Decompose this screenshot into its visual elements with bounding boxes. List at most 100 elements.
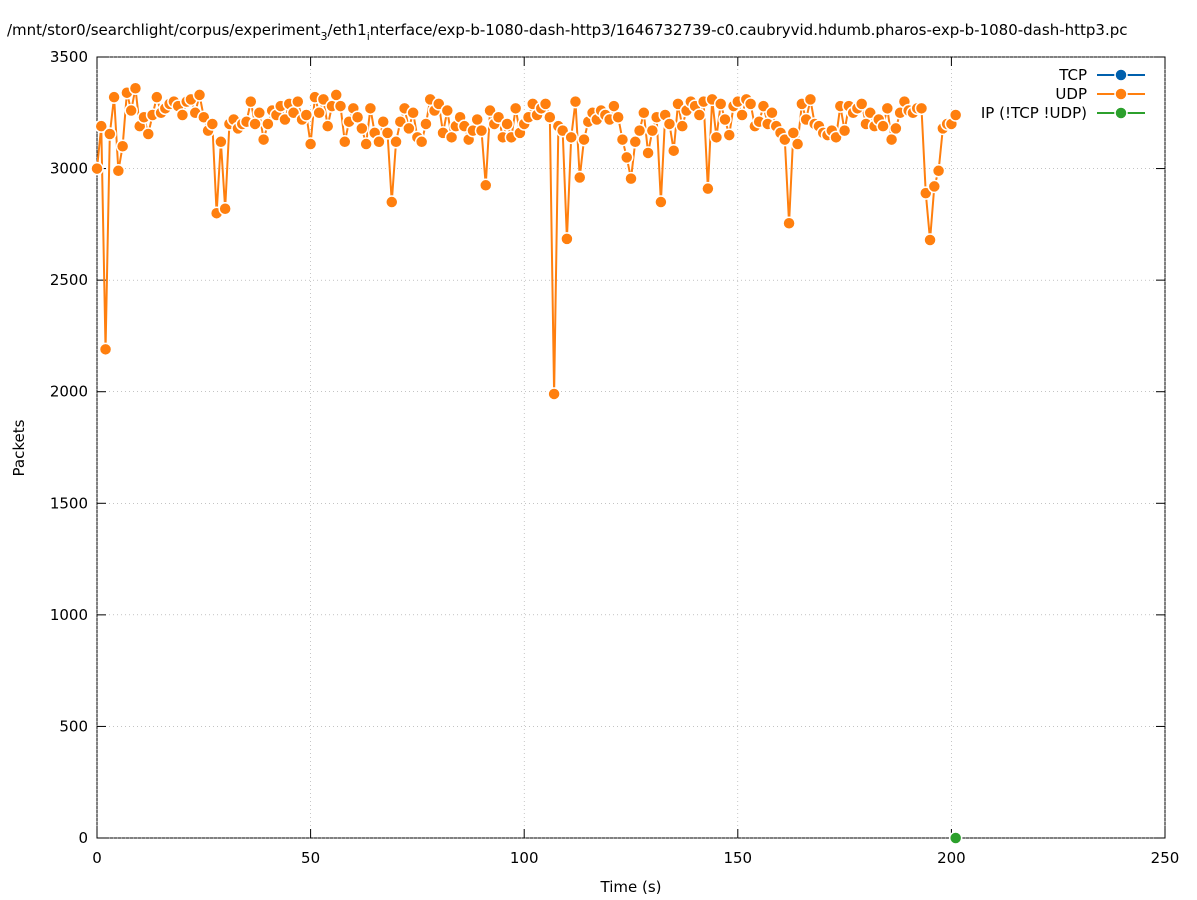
data-point: [654, 195, 668, 209]
data-point: [713, 97, 728, 111]
data-point: [363, 101, 378, 116]
data-point: [372, 135, 386, 149]
data-point: [607, 99, 621, 113]
data-point: [666, 143, 681, 158]
chart-title: /mnt/stor0/searchlight/corpus/experiment…: [7, 21, 1127, 43]
data-point: [889, 121, 903, 136]
data-point: [619, 150, 634, 165]
data-point: [192, 88, 207, 102]
legend-marker: [1114, 87, 1128, 101]
data-point: [359, 137, 373, 151]
data-point: [94, 119, 109, 133]
data-point: [256, 132, 271, 147]
data-point: [474, 123, 489, 138]
data-point: [718, 112, 732, 127]
legend-marker: [1114, 106, 1128, 120]
data-point: [338, 135, 352, 149]
data-point: [692, 108, 707, 122]
y-tick-label: 2000: [50, 383, 88, 401]
data-point: [355, 121, 369, 136]
data-point: [150, 90, 164, 104]
legend-marker: [1114, 68, 1128, 82]
y-tick-label: 3000: [50, 160, 88, 178]
title-part: /eth1: [328, 21, 367, 39]
y-tick-label: 3500: [50, 48, 88, 66]
data-point: [880, 101, 895, 116]
data-point: [380, 126, 395, 140]
data-point: [320, 119, 335, 133]
data-point: [103, 127, 117, 141]
data-point: [641, 146, 655, 160]
data-point: [261, 117, 275, 131]
title-part: i: [367, 30, 370, 43]
data-point: [876, 119, 890, 133]
data-point: [572, 170, 587, 185]
data-point: [675, 119, 690, 133]
data-point: [385, 195, 399, 209]
data-point: [444, 130, 459, 145]
data-point: [111, 164, 126, 178]
y-tick-label: 1500: [50, 494, 88, 512]
data-point: [564, 130, 578, 145]
data-point: [376, 114, 390, 129]
y-tick-label: 1000: [50, 606, 88, 624]
data-point: [560, 232, 574, 246]
data-point: [637, 106, 651, 120]
data-point: [624, 171, 638, 186]
x-tick-label: 250: [1151, 849, 1180, 867]
data-point: [611, 110, 625, 124]
x-axis-label: Time (s): [600, 878, 662, 896]
x-tick-label: 50: [301, 849, 320, 867]
data-point: [743, 97, 758, 111]
data-point: [568, 94, 583, 109]
data-point: [543, 110, 557, 124]
data-point: [645, 123, 660, 138]
data-point: [577, 132, 591, 147]
data-point: [214, 135, 228, 149]
data-point: [615, 132, 630, 147]
data-point: [252, 106, 267, 120]
data-point: [244, 94, 258, 109]
data-point: [470, 112, 484, 127]
data-point: [931, 164, 946, 178]
data-point: [124, 103, 138, 118]
data-point: [205, 117, 220, 131]
y-tick-label: 2500: [50, 271, 88, 289]
data-point: [923, 233, 937, 247]
x-tick-label: 0: [92, 849, 102, 867]
data-point: [500, 117, 514, 131]
data-point: [632, 123, 647, 138]
data-point: [914, 101, 929, 116]
data-point: [115, 139, 130, 154]
data-point: [107, 90, 121, 104]
data-point: [803, 92, 818, 107]
data-point: [508, 101, 523, 116]
data-point: [854, 97, 869, 111]
data-point: [248, 117, 262, 131]
data-point: [547, 387, 561, 401]
data-point: [389, 135, 403, 149]
data-point: [662, 117, 677, 131]
data-point: [414, 135, 429, 149]
data-point: [538, 97, 553, 111]
data-point: [218, 201, 232, 216]
data-point: [884, 132, 899, 147]
data-point: [948, 108, 963, 122]
data-point: [701, 181, 715, 196]
x-tick-label: 200: [937, 849, 966, 867]
plot-frame: [96, 56, 1166, 839]
data-point: [402, 121, 416, 136]
data-point: [479, 178, 493, 193]
data-point: [948, 831, 963, 845]
x-tick-label: 100: [510, 849, 539, 867]
y-tick-label: 500: [59, 717, 88, 735]
data-point: [722, 128, 737, 142]
data-point: [406, 106, 420, 120]
data-point: [175, 108, 190, 122]
legend-label: UDP: [1055, 85, 1087, 103]
data-point: [440, 103, 455, 118]
y-tick-label: 0: [78, 829, 88, 847]
x-tick-label: 150: [723, 849, 752, 867]
data-point: [765, 106, 779, 120]
